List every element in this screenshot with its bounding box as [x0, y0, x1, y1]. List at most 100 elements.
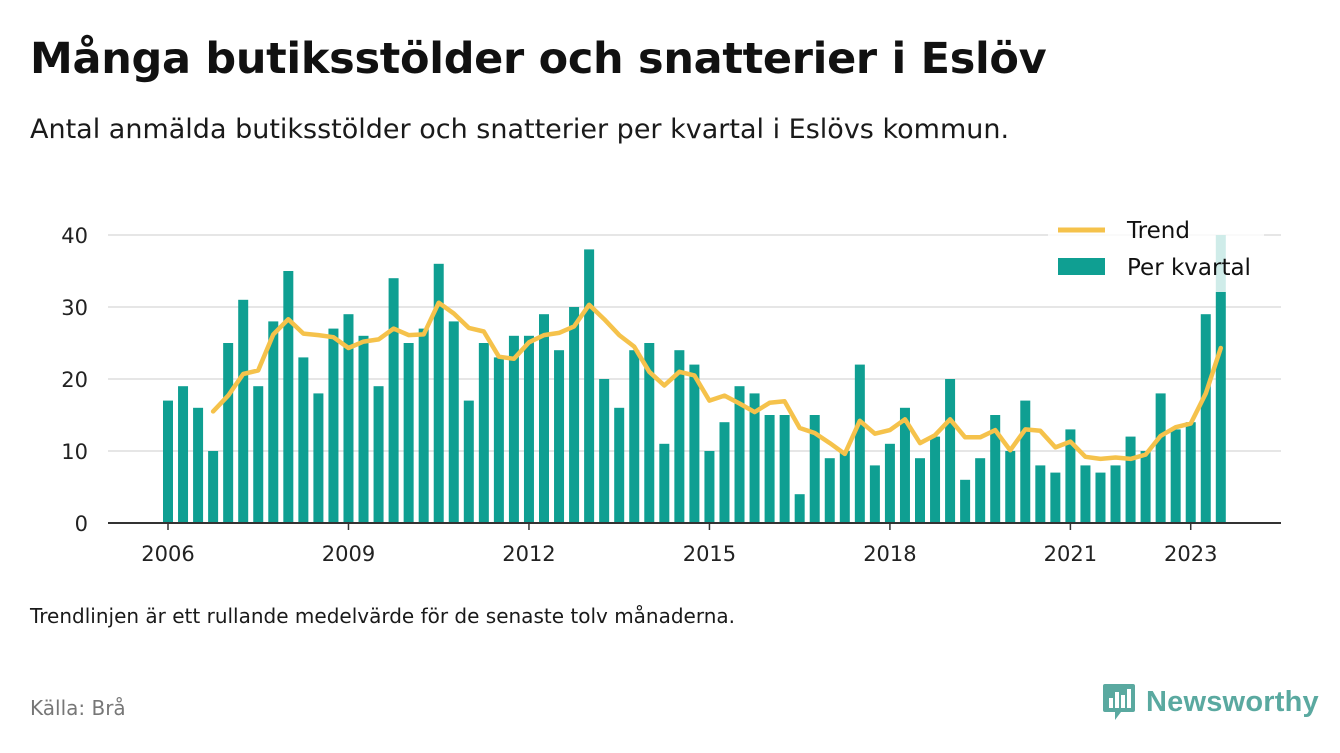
- bar: [403, 343, 414, 523]
- bar: [854, 364, 865, 523]
- bar: [1200, 314, 1211, 523]
- bar: [824, 458, 835, 523]
- bar-chart-speech-bubble-icon: [1103, 684, 1135, 720]
- y-tick-label: 40: [61, 224, 88, 248]
- x-tick-label: 2009: [322, 542, 375, 566]
- legend: Trend Per kvartal: [1058, 218, 1251, 281]
- bar: [508, 335, 519, 523]
- x-tick-label: 2006: [141, 542, 194, 566]
- page-subtitle: Antal anmälda butiksstölder och snatteri…: [30, 114, 1010, 145]
- bar: [1110, 465, 1121, 523]
- bar: [1065, 429, 1076, 523]
- bar: [523, 335, 534, 523]
- bar-chart: 0 10 20 30 40 2006 2009 2012 2015 2018 2021 2023 T…: [61, 210, 1281, 566]
- bar: [343, 314, 354, 523]
- bar: [1155, 393, 1166, 523]
- bar: [674, 350, 685, 523]
- bar: [373, 386, 384, 523]
- bar: [223, 343, 234, 523]
- bar: [629, 350, 640, 523]
- bar: [884, 443, 895, 523]
- bar: [689, 364, 700, 523]
- bar: [193, 407, 204, 523]
- bar: [659, 443, 670, 523]
- bar: [794, 494, 805, 523]
- bar: [915, 458, 925, 523]
- bar: [1215, 235, 1226, 523]
- bar: [253, 386, 264, 523]
- y-tick-label: 30: [61, 296, 88, 320]
- legend-background: [1048, 210, 1264, 292]
- source-label: Källa: Brå: [30, 696, 126, 720]
- bar: [839, 451, 850, 523]
- trend-line: [210, 300, 1224, 462]
- bar: [1020, 400, 1031, 523]
- bar: [1125, 436, 1136, 523]
- x-tick-label: 2015: [683, 542, 736, 566]
- x-axis: 2006 2009 2012 2015 2018 2021 2023: [108, 522, 1281, 566]
- bar: [869, 465, 880, 523]
- bars: [163, 235, 1226, 523]
- bar: [1080, 465, 1091, 523]
- bar: [1185, 422, 1196, 523]
- bar: [899, 407, 910, 523]
- legend-bar-swatch: [1058, 258, 1105, 275]
- legend-box: [1048, 210, 1264, 292]
- bar: [478, 343, 489, 523]
- bar: [1095, 472, 1106, 523]
- bar: [358, 335, 369, 523]
- y-tick-label: 10: [61, 440, 88, 464]
- bar: [298, 357, 309, 523]
- bar: [448, 321, 459, 523]
- y-tick-label: 20: [61, 368, 88, 392]
- x-tick-label: 2012: [502, 542, 555, 566]
- bar: [975, 458, 986, 523]
- bar: [599, 379, 610, 523]
- bar: [945, 379, 956, 523]
- newsworthy-logo: Newsworthy: [1102, 682, 1319, 722]
- bar: [749, 393, 760, 523]
- x-tick-label: 2021: [1044, 542, 1097, 566]
- bar: [1140, 451, 1151, 523]
- legend-trend-label: Trend: [1126, 218, 1190, 244]
- bar: [930, 436, 941, 523]
- bar: [163, 400, 173, 523]
- bar: [734, 386, 745, 523]
- bar: [990, 415, 1001, 523]
- bar: [704, 451, 715, 523]
- bar: [1170, 429, 1181, 523]
- bar: [539, 314, 549, 523]
- bar: [463, 400, 474, 523]
- bar: [283, 271, 294, 523]
- trend-footnote: Trendlinjen är ett rullande medelvärde f…: [30, 604, 736, 628]
- bar: [328, 328, 339, 523]
- bar: [569, 307, 580, 523]
- bar: [554, 350, 565, 523]
- bar: [388, 278, 399, 523]
- bar: [584, 249, 595, 523]
- brand-name: Newsworthy: [1146, 685, 1319, 718]
- bar: [719, 422, 730, 523]
- page-title: Många butiksstölder och snatterier i Esl…: [30, 34, 1047, 84]
- bar: [1050, 472, 1061, 523]
- y-axis-labels: 0 10 20 30 40: [61, 224, 88, 536]
- bar: [764, 415, 775, 523]
- bar: [178, 386, 189, 523]
- bar: [779, 415, 790, 523]
- x-tick-label: 2018: [863, 542, 916, 566]
- y-tick-label: 0: [75, 512, 88, 536]
- bar: [268, 321, 279, 523]
- bar: [644, 343, 655, 523]
- bar: [433, 263, 444, 523]
- bar: [960, 479, 971, 523]
- bar: [238, 299, 249, 523]
- bar: [1035, 465, 1046, 523]
- bar: [1005, 451, 1016, 523]
- bar: [614, 407, 625, 523]
- bar: [313, 393, 324, 523]
- bar: [493, 357, 504, 523]
- legend-bar-label: Per kvartal: [1127, 255, 1251, 281]
- bar: [208, 451, 219, 523]
- bar: [418, 328, 429, 523]
- trend-line-group: [210, 300, 1224, 462]
